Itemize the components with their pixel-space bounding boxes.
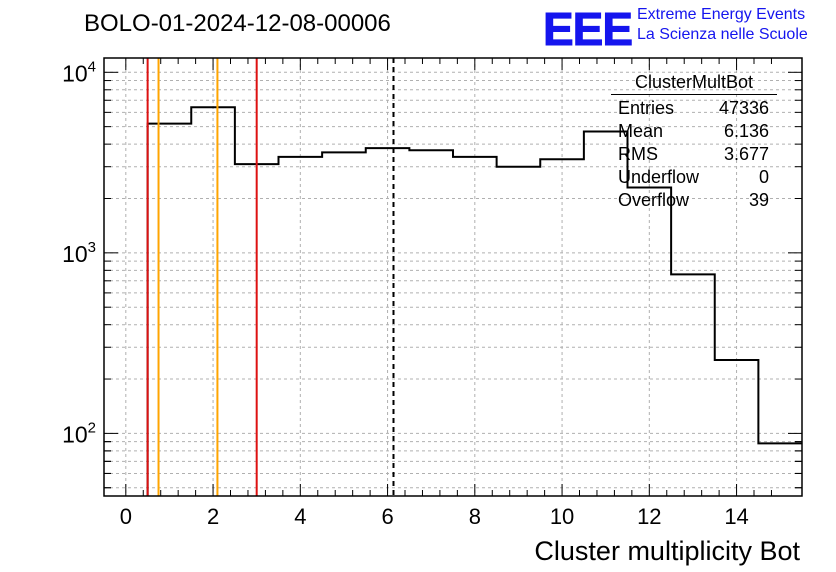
run-title: BOLO-01-2024-12-08-00006 [84,10,391,37]
x-tick-label: 0 [120,504,132,529]
marker-lines-layer [146,58,395,496]
stats-label: RMS [618,144,658,164]
stats-box: ClusterMultBot Entries 47336 Mean 6.136 … [611,72,777,212]
stats-row-overflow: Overflow 39 [611,189,777,212]
histogram-outline [146,106,802,496]
plot-frame [103,57,803,497]
stats-value: 3.677 [723,144,769,164]
x-tick-label: 8 [469,504,481,529]
x-tick-label: 14 [724,504,748,529]
x-tick-label: 10 [550,504,574,529]
x-axis-label: Cluster multiplicity Bot [534,536,800,566]
y-tick-label: 104 [62,58,96,86]
stats-value: 0 [758,167,769,187]
stats-title: ClusterMultBot [611,72,777,95]
stats-value: 39 [748,190,769,210]
x-tick-label: 12 [637,504,661,529]
x-tick-label: 6 [381,504,393,529]
x-tick-label: 4 [294,504,306,529]
grid-layer [104,58,802,496]
stats-value: 47336 [718,98,769,118]
stats-label: Overflow [618,190,690,210]
stats-label: Mean [618,121,664,141]
x-tick-label: 2 [207,504,219,529]
stats-value: 6.136 [723,121,769,141]
stats-row-mean: Mean 6.136 [611,120,777,143]
stats-label: Entries [618,98,675,118]
y-tick-label: 102 [62,419,96,447]
stats-row-underflow: Underflow 0 [611,166,777,189]
y-tick-label: 103 [62,239,96,267]
histogram-layer [146,106,802,496]
stats-row-rms: RMS 3.677 [611,143,777,166]
stats-label: Underflow [618,167,700,187]
logo-line-2: La Scienza nelle Scuole [637,26,808,43]
axes-layer: 0 2 4 6 8 10 12 14 102 103 104 [62,57,803,529]
logo-line-1: Extreme Energy Events [637,6,806,23]
eee-logo: EEE [542,3,633,56]
stats-row-entries: Entries 47336 [611,97,777,120]
